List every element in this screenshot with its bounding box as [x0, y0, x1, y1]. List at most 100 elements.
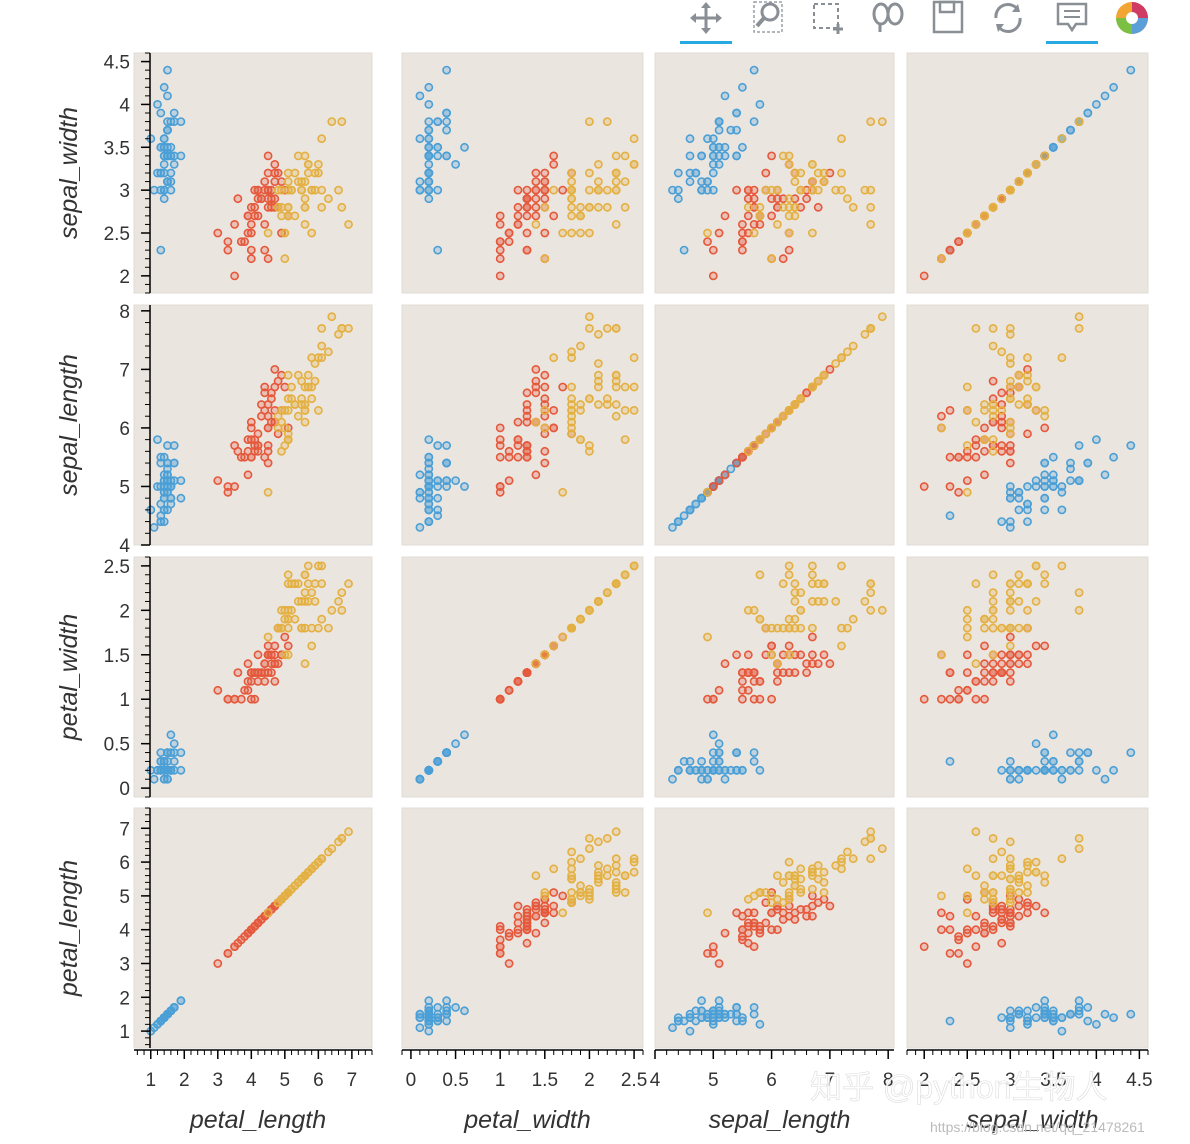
point-virginica	[1014, 888, 1024, 897]
point-virginica	[337, 834, 347, 843]
point-versicolor	[513, 219, 523, 229]
point-virginica	[620, 177, 630, 186]
point-virginica	[283, 650, 293, 660]
x-tick-label: 2	[179, 1070, 190, 1091]
point-virginica	[307, 185, 317, 195]
point-setosa	[1040, 1009, 1050, 1019]
save-tool-button[interactable]	[918, 0, 978, 36]
point-virginica	[1074, 312, 1084, 322]
pan-active-indicator	[680, 41, 732, 44]
point-virginica	[761, 623, 771, 633]
point-virginica	[962, 487, 972, 497]
point-setosa	[1126, 441, 1136, 450]
point-versicolor	[213, 476, 223, 485]
point-versicolor	[945, 694, 955, 704]
point-virginica	[837, 168, 846, 178]
point-virginica	[327, 117, 337, 126]
point-versicolor	[749, 942, 759, 951]
box-select-tool-button[interactable]	[798, 0, 858, 36]
point-virginica	[277, 605, 286, 615]
point-setosa	[1048, 482, 1058, 491]
point-virginica	[323, 623, 333, 633]
point-setosa	[415, 91, 425, 101]
point-setosa	[415, 470, 425, 480]
point-virginica	[287, 394, 296, 404]
point-virginica	[531, 219, 541, 229]
point-virginica	[611, 400, 621, 409]
point-virginica	[790, 400, 800, 409]
point-virginica	[540, 423, 550, 433]
point-virginica	[866, 588, 876, 597]
point-virginica	[962, 632, 972, 642]
point-virginica	[796, 605, 806, 615]
point-virginica	[1031, 159, 1041, 169]
point-virginica	[317, 185, 327, 195]
x-tick-label: 8	[883, 1070, 894, 1091]
point-versicolor	[253, 185, 263, 195]
point-versicolor	[980, 423, 989, 433]
point-versicolor	[738, 685, 747, 695]
point-versicolor	[540, 382, 550, 392]
point-virginica	[962, 605, 972, 615]
point-virginica	[594, 185, 603, 195]
point-setosa	[1100, 470, 1110, 480]
point-versicolor	[738, 935, 747, 945]
point-setosa	[166, 730, 176, 740]
point-versicolor	[1005, 668, 1015, 677]
lasso-tool-button[interactable]	[858, 0, 918, 36]
point-versicolor	[495, 452, 505, 462]
point-virginica	[1005, 641, 1015, 651]
point-virginica	[567, 429, 576, 439]
point-versicolor	[263, 641, 273, 651]
x-tick-label: 4	[650, 1070, 661, 1091]
point-setosa	[720, 774, 730, 784]
reset-tool-button[interactable]	[978, 0, 1038, 36]
point-virginica	[866, 854, 876, 864]
point-virginica	[1074, 605, 1084, 615]
x-tick-label: 5	[708, 1070, 719, 1091]
point-setosa	[415, 134, 425, 144]
point-virginica	[1023, 400, 1032, 409]
point-virginica	[749, 228, 759, 238]
wheel-zoom-tool-button[interactable]	[738, 0, 798, 36]
bokeh-logo-link[interactable]	[1102, 0, 1162, 36]
point-virginica	[594, 597, 603, 606]
point-virginica	[808, 597, 817, 606]
point-setosa	[732, 748, 741, 757]
point-setosa	[1005, 493, 1015, 503]
point-virginica	[611, 579, 621, 589]
point-setosa	[1074, 1006, 1084, 1016]
point-setosa	[156, 108, 166, 118]
point-virginica	[290, 168, 300, 178]
point-setosa	[1126, 65, 1136, 75]
point-versicolor	[263, 168, 273, 178]
point-versicolor	[749, 677, 759, 686]
point-versicolor	[802, 194, 811, 204]
hover-icon	[1056, 2, 1088, 33]
point-versicolor	[540, 394, 550, 404]
point-setosa	[1040, 482, 1050, 491]
point-versicolor	[714, 228, 724, 238]
point-versicolor	[233, 668, 243, 677]
point-virginica	[567, 400, 576, 409]
point-setosa	[1066, 1009, 1075, 1019]
point-setosa	[720, 91, 730, 101]
point-virginica	[611, 411, 621, 421]
y-tick-label: 3	[119, 954, 130, 975]
point-virginica	[323, 194, 333, 204]
point-virginica	[980, 400, 989, 409]
point-versicolor	[522, 938, 532, 948]
pan-tool-button[interactable]	[676, 0, 736, 44]
point-virginica	[303, 867, 313, 877]
point-virginica	[576, 405, 585, 415]
point-virginica	[303, 159, 313, 169]
point-virginica	[1014, 579, 1024, 589]
point-virginica	[877, 844, 887, 853]
point-virginica	[790, 177, 800, 186]
point-virginica	[317, 202, 327, 212]
point-versicolor	[808, 632, 817, 642]
point-versicolor	[708, 245, 718, 255]
point-versicolor	[1040, 423, 1050, 433]
hover-tool-button[interactable]	[1042, 0, 1102, 44]
point-virginica	[988, 605, 998, 615]
